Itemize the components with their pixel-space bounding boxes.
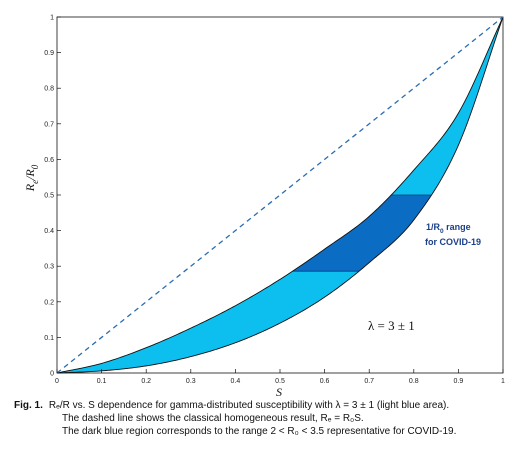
x-tick-label: 0.1: [97, 378, 107, 385]
y-tick-label: 0.7: [44, 121, 54, 128]
svg-text:Re/R0: Re/R0: [23, 164, 40, 192]
x-tick-label: 0.4: [231, 378, 241, 385]
y-tick-label: 0.1: [44, 335, 54, 342]
y-tick-label: 0: [50, 371, 54, 378]
caption-line-3: The dark blue region corresponds to the …: [62, 426, 457, 437]
x-tick-label: 0.7: [364, 378, 374, 385]
y-tick-label: 0.8: [44, 86, 54, 93]
y-tick-label: 0.9: [44, 50, 54, 57]
y-tick-label: 0.5: [44, 193, 54, 200]
x-tick-label: 1: [501, 378, 505, 385]
caption-line-2: The dashed line shows the classical homo…: [62, 413, 364, 424]
covid-range-region: [292, 195, 432, 272]
x-tick-label: 0.6: [320, 378, 330, 385]
y-axis-label: Re/R0: [23, 164, 40, 192]
range-label-line2: for COVID-19: [425, 237, 481, 247]
x-tick-label: 0: [55, 378, 59, 385]
x-tick-label: 0.3: [186, 378, 196, 385]
figure-number: Fig. 1.: [14, 400, 43, 411]
band-upper-curve: [56, 16, 504, 374]
y-tick-label: 0.6: [44, 157, 54, 164]
caption-text-1: Rₑ/R vs. S dependence for gamma-distribu…: [48, 400, 450, 411]
range-label-rest: range: [444, 222, 471, 232]
x-tick-label: 0.2: [141, 378, 151, 385]
y-tick-label: 0.2: [44, 299, 54, 306]
axis-ticks: 0 0.1 0.2 0.3 0.4 0.5 0.6 0.7 0.8 0.9 1 0 0.1 0.2 0.3 0…: [44, 15, 505, 386]
x-tick-label: 0.9: [454, 378, 464, 385]
caption-line-1: Fig. 1. Rₑ/R vs. S dependence for gamma-d…: [14, 399, 526, 412]
x-axis-label: S: [276, 385, 282, 399]
figure-caption: Fig. 1. Rₑ/R vs. S dependence for gamma-d…: [14, 399, 526, 438]
range-annotation: 1/R0 range for COVID-19: [425, 222, 481, 247]
x-tick-label: 0.5: [275, 378, 285, 385]
chart-marks: [56, 16, 504, 374]
y-tick-label: 0.3: [44, 264, 54, 271]
y-tick-label: 1: [50, 15, 54, 22]
lambda-label: λ = 3 ± 1: [368, 318, 415, 333]
svg-text:1/R0 range: 1/R0 range: [426, 222, 471, 235]
range-label-main: 1/R: [426, 222, 441, 232]
y-tick-label: 0.4: [44, 228, 54, 235]
x-tick-label: 0.8: [409, 378, 419, 385]
range-label-subscript: 0: [440, 228, 444, 235]
band-lower-curve: [56, 16, 504, 374]
